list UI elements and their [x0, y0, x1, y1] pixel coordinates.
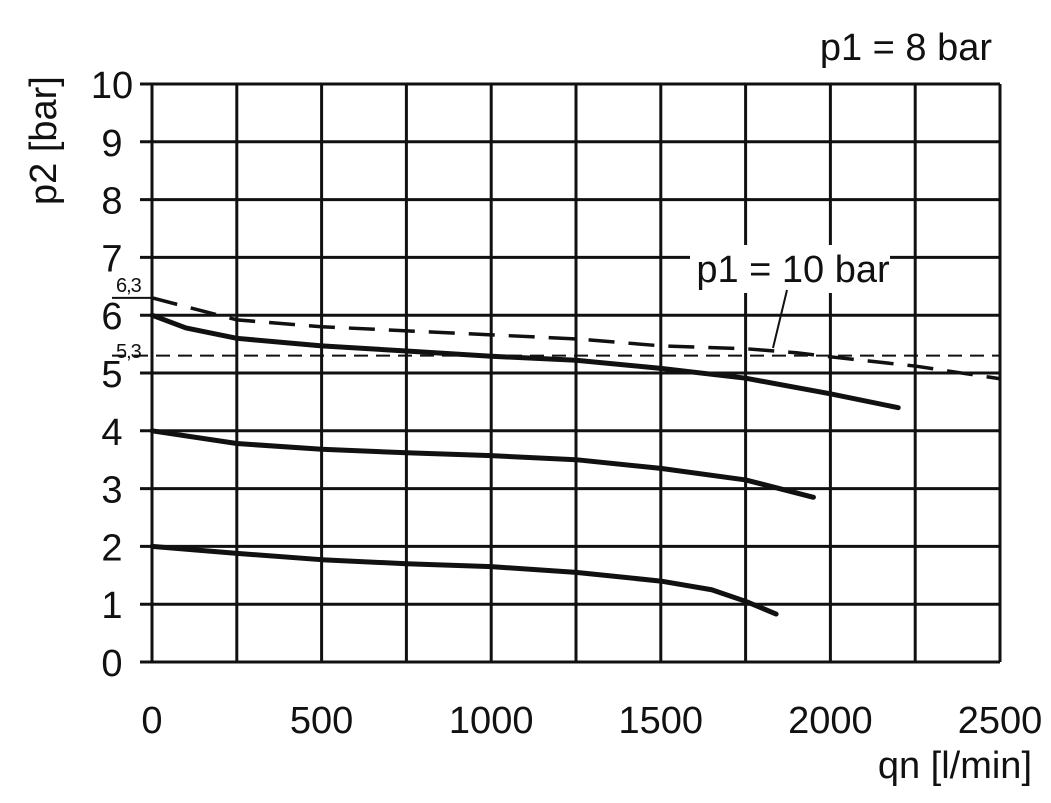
series-group — [112, 296, 1001, 617]
x-tick-label: 2000 — [788, 700, 873, 742]
y-tick-label: 6 — [101, 296, 122, 338]
x-axis-label: qn [l/min] — [878, 745, 1032, 787]
reference-label-5-3: 5,3 — [116, 341, 142, 363]
y-tick-label: 8 — [101, 181, 122, 223]
y-tick-label: 4 — [101, 412, 122, 454]
y-axis-label: p2 [bar] — [23, 76, 65, 205]
grid — [140, 82, 1002, 664]
x-tick-label: 1000 — [449, 700, 534, 742]
chart-title: p1 = 8 bar — [820, 27, 993, 69]
y-tick-label: 7 — [101, 238, 122, 280]
series-line-3 — [149, 543, 779, 617]
annotation-p1-10bar: p1 = 10 bar — [696, 249, 890, 291]
x-tick-label: 500 — [290, 700, 353, 742]
series-line-1 — [149, 312, 901, 411]
series-line-2 — [149, 428, 816, 500]
x-tick-label: 0 — [141, 700, 162, 742]
y-tick-label: 10 — [91, 65, 133, 107]
annotation-leader-line — [772, 289, 788, 349]
y-tick-label: 5 — [101, 354, 122, 396]
reference-label-6-3: 6,3 — [116, 275, 142, 297]
tick-labels: 0 500 1000 1500 2000 2500 0 1 2 3 4 5 6 7 8 9 10 — [91, 65, 1042, 742]
y-tick-label: 9 — [101, 123, 122, 165]
x-tick-label: 1500 — [619, 700, 704, 742]
x-tick-label: 2500 — [958, 700, 1043, 742]
annotation-background — [690, 245, 890, 293]
y-tick-label: 1 — [101, 585, 122, 627]
series-line-p1-10bar — [151, 296, 1001, 381]
y-tick-label: 0 — [101, 643, 122, 685]
y-tick-label: 3 — [101, 470, 122, 512]
y-tick-label: 2 — [101, 527, 122, 569]
